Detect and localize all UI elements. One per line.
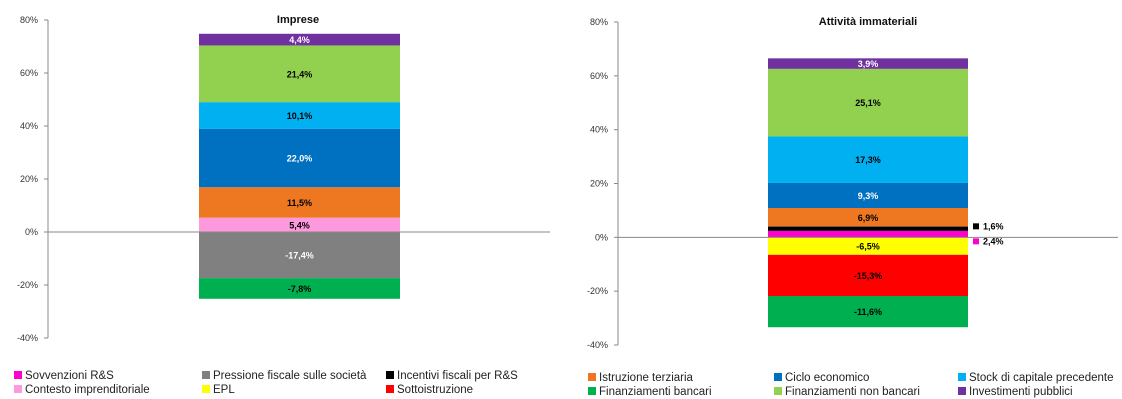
bar-segment — [768, 182, 968, 208]
legend-label: Finanziamenti non bancari — [785, 386, 920, 398]
y-tick-label: 0% — [595, 232, 608, 242]
legend-swatch — [588, 387, 596, 395]
chart-title: Attività immateriali — [819, 16, 917, 28]
legend-item: Stock di capitale precedente — [958, 372, 1113, 385]
bar-segment — [768, 207, 968, 227]
data-label: -6,5% — [856, 242, 880, 252]
y-tick-label: -40% — [17, 333, 38, 343]
bar-segment — [199, 217, 400, 232]
legend-label: Sovvenzioni R&S — [25, 370, 114, 382]
legend-label: Contesto imprenditoriale — [25, 384, 150, 396]
legend-swatch — [202, 385, 210, 393]
data-label: 2,4% — [983, 236, 1004, 246]
legend-swatch — [14, 385, 22, 393]
data-label: 5,4% — [289, 220, 310, 230]
bar-segment — [768, 136, 968, 183]
legend-label: Sottoistruzione — [397, 384, 474, 396]
legend-item: Sovvenzioni R&S — [14, 370, 114, 383]
legend-label: Ciclo economico — [785, 372, 870, 384]
legend-item: Ciclo economico — [774, 372, 869, 385]
legend-label: EPL — [213, 384, 235, 396]
legend-label: Istruzione terziaria — [599, 372, 693, 384]
legend-label: Pressione fiscale sulle società — [213, 370, 367, 382]
bar-segment — [199, 128, 400, 188]
bar-segment — [199, 278, 400, 299]
legend-item: Finanziamenti bancari — [588, 386, 712, 399]
y-tick-label: 20% — [590, 179, 608, 189]
data-label: 21,4% — [287, 69, 313, 79]
data-label: 10,1% — [287, 111, 313, 121]
legend-item: EPL — [202, 384, 235, 397]
y-tick-label: -20% — [587, 286, 608, 296]
y-tick-label: 20% — [20, 174, 38, 184]
legend-swatch — [774, 373, 782, 381]
data-label: 4,4% — [289, 35, 310, 45]
data-label: 11,5% — [287, 198, 312, 208]
bar-segment — [768, 230, 968, 238]
y-tick-label: 0% — [25, 227, 38, 237]
data-label: -7,8% — [288, 284, 312, 294]
y-tick-label: 80% — [590, 17, 608, 27]
legend-label: Stock di capitale precedente — [969, 372, 1114, 384]
y-tick-label: 40% — [20, 121, 38, 131]
y-tick-label: 60% — [590, 71, 608, 81]
legend-item: Contesto imprenditoriale — [14, 384, 150, 397]
data-label-marker — [973, 223, 979, 230]
bar-segment — [768, 296, 968, 328]
chart-2: Attività immateriali -40% -20% 0% 20% 40% 60% 8… — [587, 16, 1118, 350]
data-label: 6,9% — [858, 213, 879, 223]
data-label: 3,9% — [858, 59, 879, 69]
chart-1: Imprese -40% -20% 0% 20% 40% 60% 80% 5,4% 11,5% 22… — [17, 14, 550, 343]
bar-segment — [199, 232, 400, 279]
data-label-marker — [973, 238, 979, 245]
data-label: 25,1% — [855, 98, 881, 108]
legend-swatch — [958, 373, 966, 381]
legend-item: Sottoistruzione — [386, 384, 473, 397]
legend-item: Incentivi fiscali per R&S — [386, 370, 518, 383]
chart-title: Imprese — [277, 14, 319, 26]
legend-label: Investimenti pubblici — [969, 386, 1073, 398]
y-tick-label: 80% — [20, 15, 38, 25]
y-tick-label: -20% — [17, 280, 38, 290]
data-label: 22,0% — [287, 154, 313, 164]
legend-item: Pressione fiscale sulle società — [202, 370, 366, 383]
bar-segment — [199, 33, 400, 46]
data-label: -15,3% — [854, 271, 883, 281]
data-label: 9,3% — [858, 191, 879, 201]
data-label: 17,3% — [855, 155, 881, 165]
legend-item: Istruzione terziaria — [588, 372, 693, 385]
legend-swatch — [958, 387, 966, 395]
legend-label: Finanziamenti bancari — [599, 386, 712, 398]
bar-segment — [768, 237, 968, 255]
bar-segment — [768, 58, 968, 69]
legend-swatch — [14, 371, 22, 379]
y-tick-label: 60% — [20, 68, 38, 78]
bar-segment — [199, 45, 400, 103]
legend-swatch — [588, 373, 596, 381]
y-tick-label: 40% — [590, 125, 608, 135]
data-label: 1,6% — [983, 221, 1004, 231]
bar-segment — [768, 68, 968, 137]
bar-segment — [768, 226, 968, 231]
legend-item: Investimenti pubblici — [958, 386, 1073, 399]
data-label: -17,4% — [285, 251, 314, 261]
legend-label: Incentivi fiscali per R&S — [397, 370, 518, 382]
y-tick-label: -40% — [587, 340, 608, 350]
legend-swatch — [386, 371, 394, 379]
legend-item: Finanziamenti non bancari — [774, 386, 920, 399]
legend-swatch — [774, 387, 782, 395]
bar-segment — [199, 187, 400, 218]
bar-segment — [199, 102, 400, 129]
data-label: -11,6% — [854, 307, 882, 317]
bar-segment — [768, 254, 968, 297]
legend-swatch — [386, 385, 394, 393]
legend-swatch — [202, 371, 210, 379]
